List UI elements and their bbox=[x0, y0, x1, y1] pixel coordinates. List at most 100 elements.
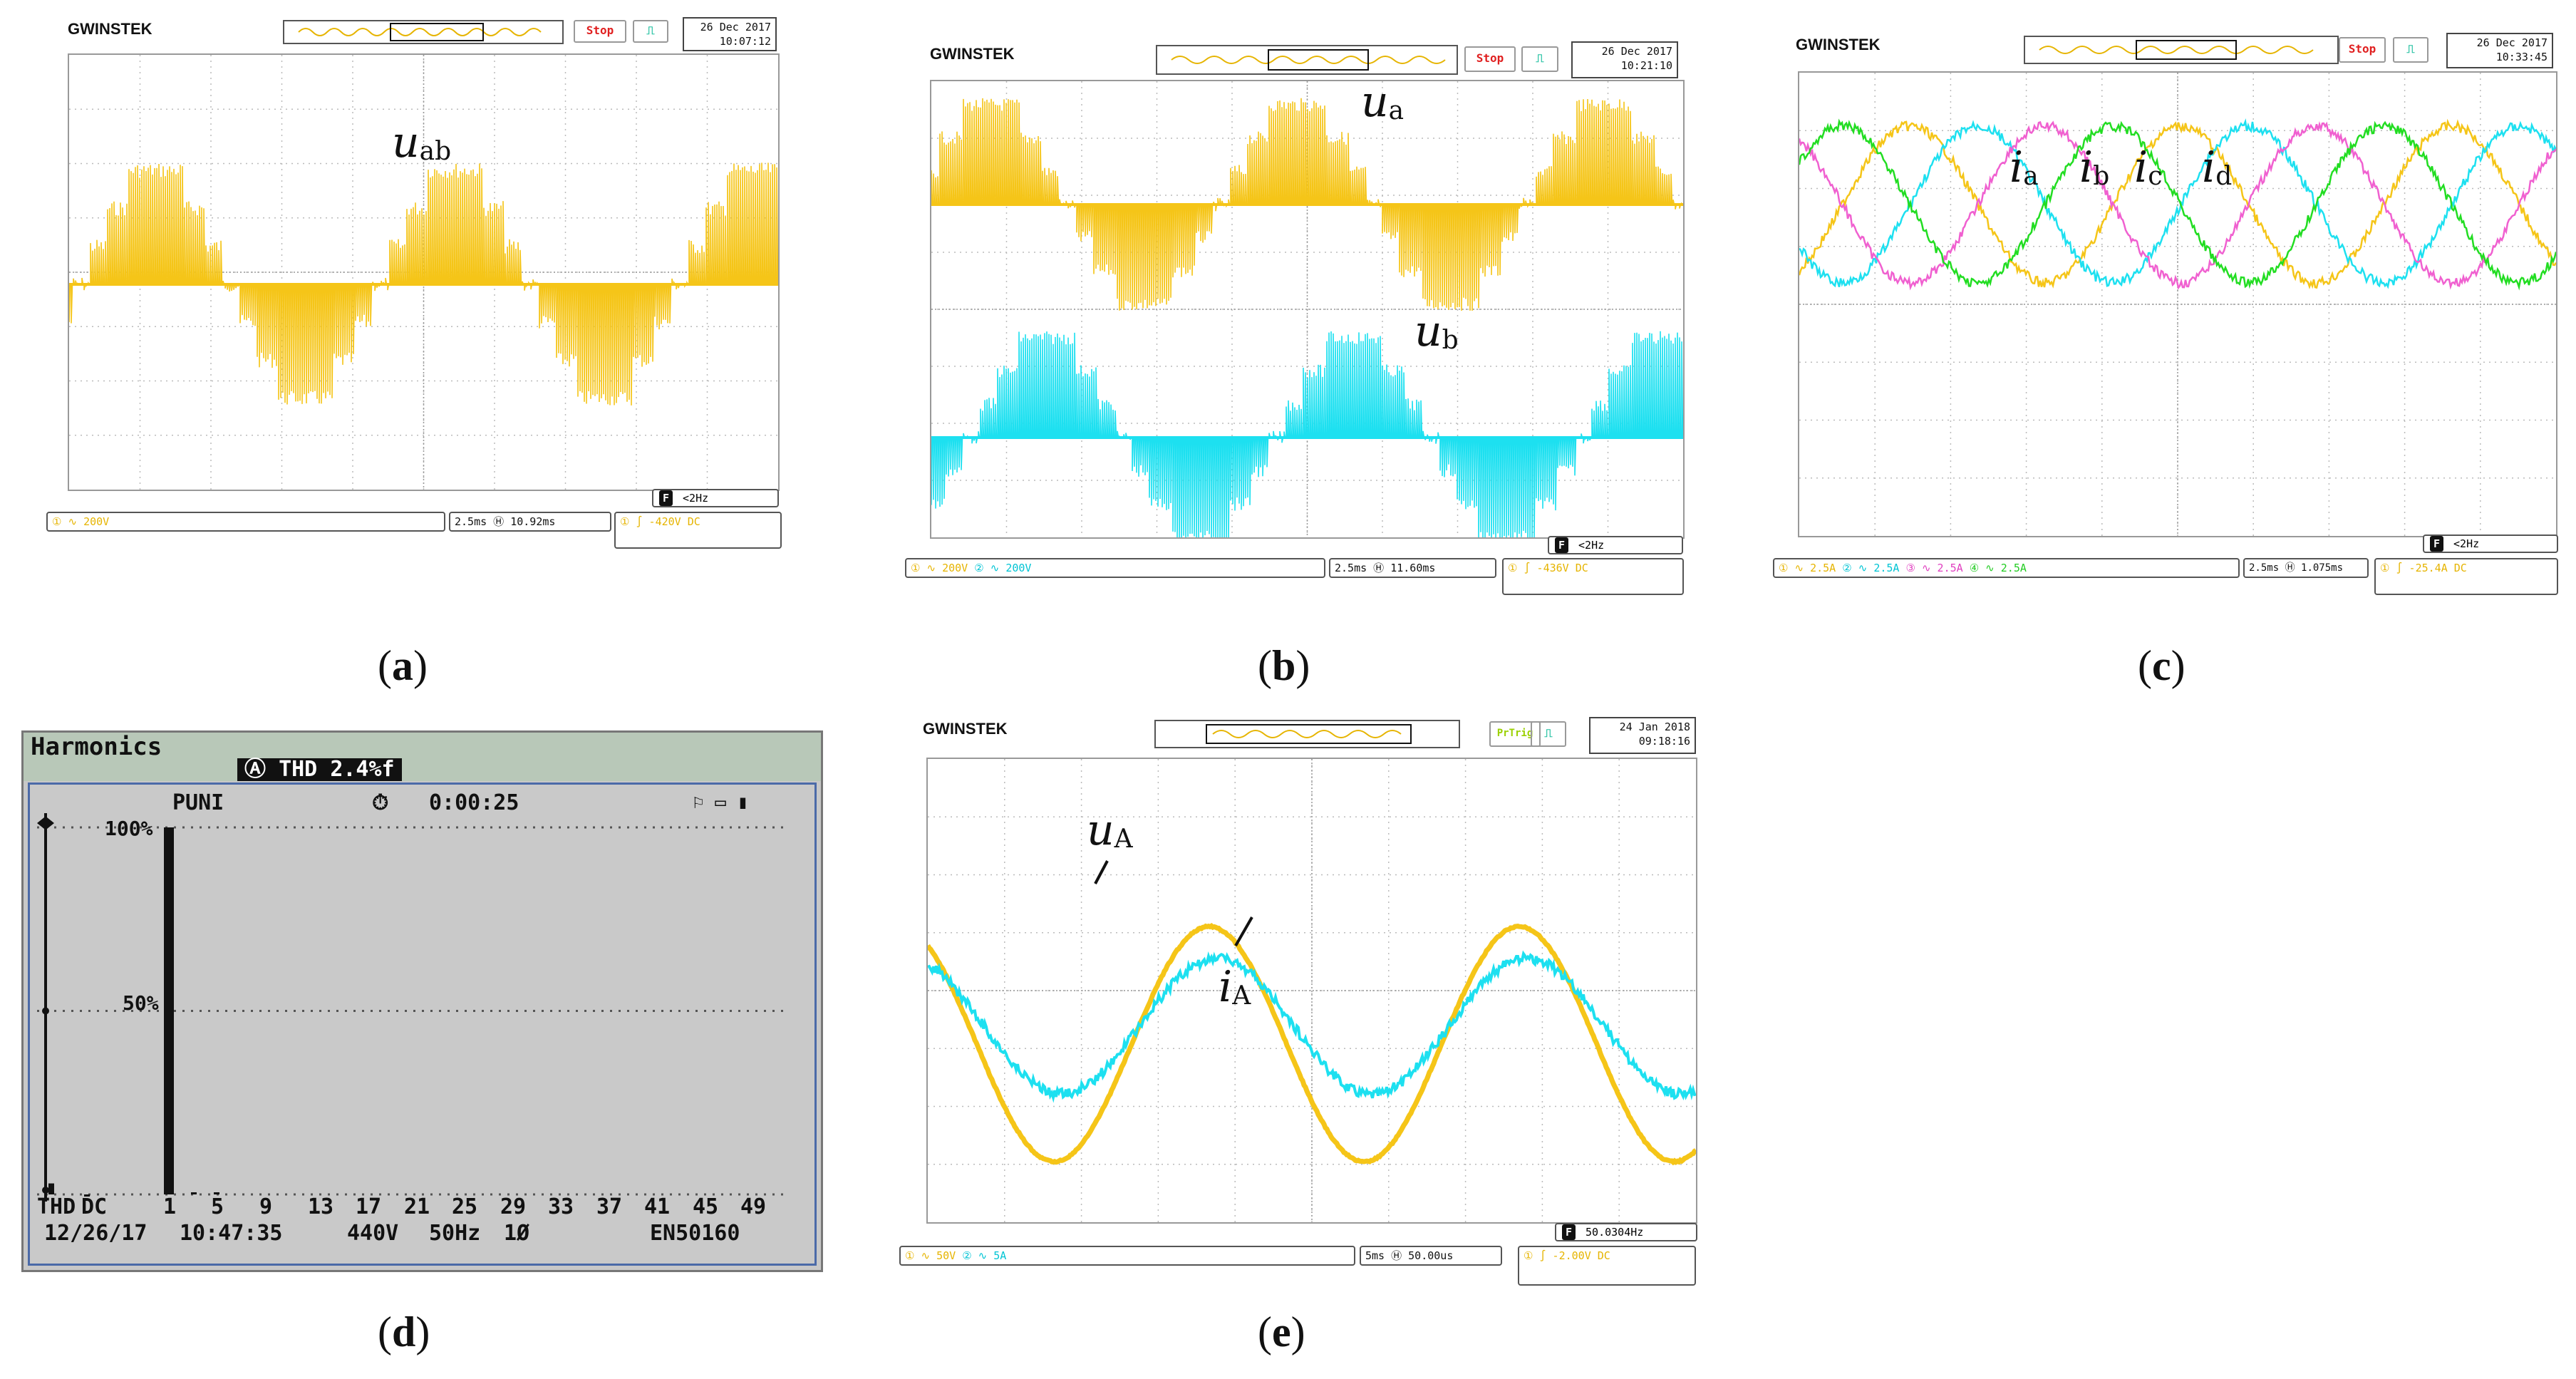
label-pointer-iA bbox=[1234, 916, 1253, 946]
label-ua: ua bbox=[1361, 77, 1405, 127]
x-tick-label: 33 bbox=[548, 1194, 574, 1219]
trigger-level: -25.4A bbox=[2409, 562, 2448, 574]
position: 11.60ms bbox=[1390, 562, 1436, 574]
run-status-badge: Stop bbox=[574, 20, 626, 43]
ch4-scale: 2.5A bbox=[2000, 562, 2027, 574]
trigger-box: ① ∫ -25.4A DC bbox=[2374, 558, 2558, 595]
waveform-plot bbox=[928, 759, 1696, 1222]
datetime-box: 24 Jan 2018 09:18:16 bbox=[1589, 717, 1696, 754]
footer-frequency: 50Hz bbox=[429, 1221, 481, 1246]
waveform-overview bbox=[2024, 36, 2339, 64]
trigger-box: ① ∫ -2.00V DC bbox=[1518, 1246, 1696, 1286]
timebase-box: 2.5ms Ⓗ 1.075ms bbox=[2243, 558, 2369, 578]
timebase-box: 2.5ms Ⓗ 11.60ms bbox=[1329, 558, 1496, 578]
freq-text: <2Hz bbox=[683, 492, 709, 505]
harmonic-bar-residual bbox=[214, 1192, 219, 1194]
datetime-box: 26 Dec 2017 10:33:45 bbox=[2446, 33, 2553, 68]
trace-ib bbox=[1799, 118, 2556, 289]
label-id: id bbox=[2202, 143, 2233, 192]
timebase: 2.5ms bbox=[1335, 562, 1367, 574]
datetime-box: 26 Dec 2017 10:07:12 bbox=[683, 17, 777, 51]
freq-icon: F bbox=[659, 490, 673, 506]
ch1-scale: 50V bbox=[936, 1249, 956, 1262]
waveform-overview bbox=[1154, 720, 1460, 748]
brand-logo: GWINSTEK bbox=[1796, 36, 1881, 53]
x-tick-label: 9 bbox=[259, 1194, 273, 1219]
footer-date: 12/26/17 bbox=[44, 1221, 148, 1246]
scope-screen bbox=[930, 80, 1685, 539]
trigger-mode-icon: ⎍ bbox=[1531, 721, 1566, 747]
trigger-level: -436V bbox=[1536, 562, 1569, 574]
trigger-level: -420V bbox=[648, 515, 681, 528]
harmonics-bar-chart bbox=[37, 813, 785, 1202]
frequency-box: F <2Hz bbox=[2423, 534, 2558, 553]
footer-phase: 1Ø bbox=[504, 1221, 530, 1246]
caption-a: (a) bbox=[378, 642, 428, 689]
freq-text: 50.0304Hz bbox=[1586, 1226, 1644, 1239]
run-status-badge: Stop bbox=[1464, 46, 1516, 72]
coupling: DC bbox=[2453, 562, 2467, 574]
channel-scale-box: ① ∿ 50V ② ∿ 5A bbox=[899, 1246, 1355, 1266]
trigger-mode-icon: ⎍ bbox=[1521, 46, 1558, 72]
footer-voltage: 440V bbox=[347, 1221, 399, 1246]
date-text: 26 Dec 2017 bbox=[700, 21, 771, 33]
waveform-plot bbox=[69, 55, 778, 490]
scope-screen bbox=[1798, 71, 2557, 537]
status-icons: ⚐ ▭ ▮ bbox=[693, 792, 749, 813]
label-uab: uab bbox=[392, 118, 452, 167]
frequency-box: F <2Hz bbox=[1548, 536, 1683, 554]
brand-logo: GWINSTEK bbox=[68, 20, 152, 38]
y-axis-100: 100% bbox=[105, 817, 153, 840]
scope-screen bbox=[926, 758, 1697, 1224]
harmonic-bar-1 bbox=[164, 827, 174, 1194]
axis-marker bbox=[42, 1187, 49, 1194]
time-text: 10:21:10 bbox=[1620, 59, 1672, 72]
frequency-box: F <2Hz bbox=[652, 489, 779, 507]
trace-iA bbox=[928, 950, 1696, 1103]
trigger-mode-icon: ⎍ bbox=[2393, 37, 2428, 63]
freq-icon: F bbox=[1555, 537, 1569, 553]
thd-badge: Ⓐ THD 2.4%f bbox=[237, 758, 402, 781]
date-text: 26 Dec 2017 bbox=[2476, 36, 2547, 49]
ch1-scale-box: ① ∿ 200V bbox=[46, 512, 445, 532]
cursor-left-icon bbox=[37, 817, 44, 829]
label-iA: iA bbox=[1219, 962, 1251, 1012]
x-tick-label: 1 bbox=[163, 1194, 177, 1219]
trigger-box: ① ∫ -436V DC bbox=[1502, 558, 1684, 595]
mode-label: PUNI bbox=[172, 790, 224, 815]
date-text: 24 Jan 2018 bbox=[1619, 721, 1690, 733]
freq-icon: F bbox=[1562, 1224, 1576, 1240]
label-ub: ub bbox=[1414, 306, 1459, 356]
harmonic-bar-thd bbox=[48, 1183, 54, 1194]
label-ic: ic bbox=[2134, 143, 2163, 192]
coupling: DC bbox=[687, 515, 700, 528]
coupling: DC bbox=[1575, 562, 1588, 574]
position: 50.00us bbox=[1408, 1249, 1454, 1262]
x-tick-label: 21 bbox=[404, 1194, 430, 1219]
timebase-box: 2.5ms Ⓗ 10.92ms bbox=[449, 512, 611, 532]
scope-screen bbox=[68, 53, 780, 491]
x-tick-label: 49 bbox=[740, 1194, 767, 1219]
x-tick-label: 13 bbox=[308, 1194, 334, 1219]
harmonic-bar-dc bbox=[84, 1194, 90, 1197]
x-tick-label: 25 bbox=[452, 1194, 478, 1219]
time-text: 10:33:45 bbox=[2495, 51, 2547, 63]
thd-value: 2.4%f bbox=[330, 757, 395, 782]
caption-b: (b) bbox=[1258, 642, 1310, 689]
ch1-scale: 200V bbox=[942, 562, 968, 574]
trigger-box: ① ∫ -420V DC bbox=[614, 512, 782, 549]
harmonic-bar-residual bbox=[191, 1192, 197, 1194]
brand-logo: GWINSTEK bbox=[930, 45, 1015, 63]
ch1-scale: 200V bbox=[83, 515, 110, 528]
thd-label: THD bbox=[279, 757, 318, 782]
run-status-badge: PrTrig bbox=[1489, 721, 1541, 747]
timebase-box: 5ms Ⓗ 50.00us bbox=[1360, 1246, 1502, 1266]
ch2-scale: 5A bbox=[993, 1249, 1007, 1262]
position: 10.92ms bbox=[510, 515, 556, 528]
position: 1.075ms bbox=[2301, 562, 2344, 574]
coupling: DC bbox=[1597, 1249, 1610, 1262]
freq-text: <2Hz bbox=[1578, 539, 1605, 552]
y-axis-50: 50% bbox=[123, 991, 159, 1015]
x-tick-label: 37 bbox=[596, 1194, 623, 1219]
freq-text: <2Hz bbox=[2453, 537, 2480, 550]
